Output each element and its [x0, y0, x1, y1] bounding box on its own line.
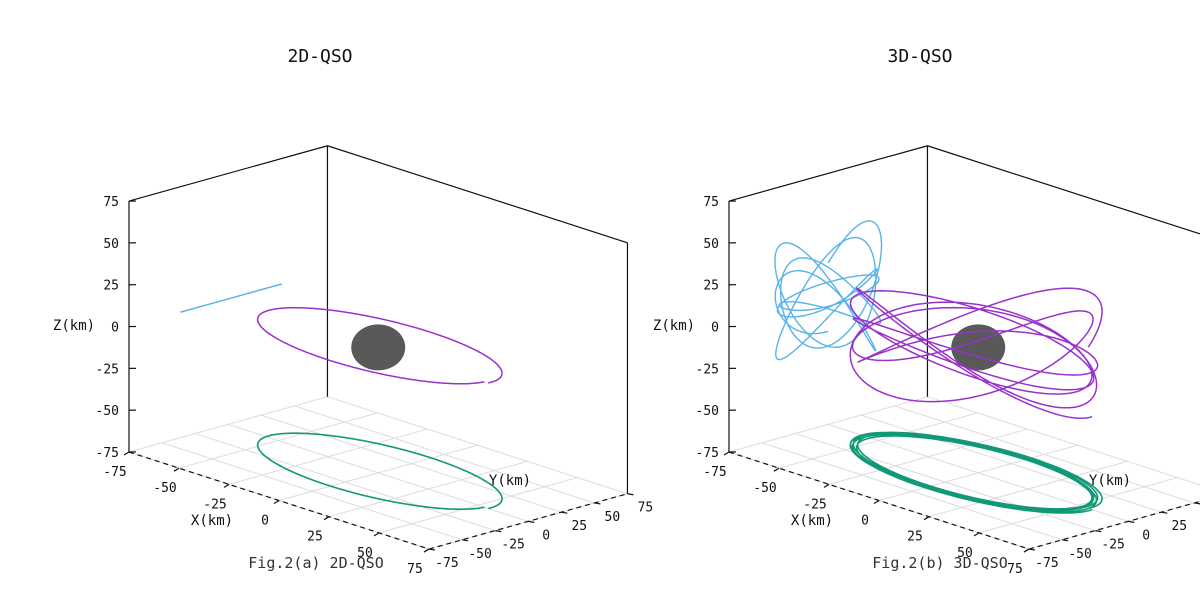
x-tick [273, 500, 280, 505]
yz-projection-line [774, 220, 883, 361]
z-tick-label: -75 [96, 446, 119, 461]
x-tick [1023, 548, 1030, 553]
y-tick [594, 502, 601, 505]
y-tick [1161, 511, 1168, 514]
y-tick-label: -75 [1035, 556, 1058, 571]
grid-line-y [261, 414, 562, 513]
y-tick-label: 25 [1171, 519, 1187, 534]
y-tick [495, 530, 502, 533]
z-tick-label: 75 [103, 195, 119, 210]
z-tick-label: -50 [96, 404, 119, 419]
y-axis-label: Y(km) [1089, 473, 1131, 489]
x-tick [823, 483, 830, 488]
x-tick-label: 0 [861, 514, 869, 529]
y-tick [627, 493, 634, 496]
grid-line-y [294, 405, 595, 504]
y-tick-label: -75 [435, 556, 458, 571]
x-tick-label: 0 [261, 514, 269, 529]
y-tick [1061, 539, 1069, 542]
y-tick [1194, 502, 1200, 505]
y-tick [1095, 530, 1102, 533]
y-tick [1028, 548, 1036, 551]
grid-line-x [328, 460, 528, 518]
x-tick-label: 50 [957, 546, 973, 561]
chart-panel-2: -75 -75 -75 -50 -50 -50 -25 -25 -25 0 0 0 25 25 25 50 50… [653, 46, 1200, 577]
y-tick-label: 0 [1142, 528, 1150, 543]
x-tick [923, 516, 930, 521]
chart-title: 2D-QSO [287, 46, 352, 67]
box-edge [128, 145, 328, 202]
grid-line-y [861, 414, 1162, 513]
x-tick [323, 516, 330, 521]
chart-title: 3D-QSO [887, 46, 952, 67]
z-tick-label: -75 [696, 446, 719, 461]
orbit-line [256, 306, 503, 385]
x-tick [173, 467, 180, 472]
z-tick-label: 0 [111, 321, 119, 336]
x-tick-label: 75 [1007, 562, 1023, 577]
yz-projection-line [180, 283, 283, 313]
x-tick-label: 75 [407, 562, 423, 577]
y-tick-label: 75 [638, 501, 654, 516]
grid-line-y [327, 396, 628, 495]
y-tick [561, 511, 568, 514]
figure-caption: Fig.2(a) 2D-QSO [248, 554, 383, 572]
x-tick [123, 451, 130, 456]
y-tick-label: 25 [571, 519, 587, 534]
z-axis-label: Z(km) [53, 318, 95, 334]
z-tick-label: 25 [103, 279, 119, 294]
z-axis-label: Z(km) [653, 318, 695, 334]
y-tick-label: -25 [501, 538, 524, 553]
x-tick [773, 467, 780, 472]
y-axis-line [428, 493, 628, 550]
x-tick [873, 500, 880, 505]
z-tick-label: 0 [711, 321, 719, 336]
y-tick-label: -25 [1101, 538, 1124, 553]
xy-projection-line [256, 432, 503, 511]
x-tick [223, 483, 230, 488]
x-tick [373, 532, 380, 537]
box-edge [927, 145, 1200, 235]
x-tick [423, 548, 430, 553]
y-tick [1128, 520, 1135, 523]
chart-panel-1: -75 -75 -75 -50 -50 -50 -25 -25 -25 0 0 0 25 25 25 50 50… [53, 46, 653, 577]
grid-line-y [927, 396, 1200, 486]
x-tick-label: 50 [357, 546, 373, 561]
figure-caption: Fig.2(b) 3D-QSO [872, 554, 1007, 572]
orbit-line [849, 287, 1103, 420]
y-axis-label: Y(km) [489, 473, 531, 489]
y-tick-label: -50 [468, 547, 491, 562]
y-tick [528, 520, 535, 523]
x-tick-label: 25 [907, 530, 923, 545]
x-tick [973, 532, 980, 537]
box-edge [728, 145, 928, 202]
x-tick-label: -50 [753, 481, 776, 496]
y-tick-label: 50 [605, 510, 621, 525]
x-tick-label: 25 [307, 530, 323, 545]
x-tick [723, 451, 730, 456]
y-tick [461, 539, 469, 542]
y-tick-label: 0 [542, 528, 550, 543]
z-tick-label: 75 [703, 195, 719, 210]
grid-line-y [894, 405, 1195, 504]
asteroid-body [351, 324, 406, 371]
x-tick-label: -25 [803, 497, 826, 512]
z-tick-label: 25 [703, 279, 719, 294]
z-tick-label: -50 [696, 404, 719, 419]
box-edge [327, 145, 628, 244]
z-tick-label: -25 [696, 362, 719, 377]
y-tick-label: -50 [1068, 547, 1091, 562]
z-tick-label: -25 [96, 362, 119, 377]
x-axis-label: X(km) [191, 513, 233, 529]
x-tick-label: -50 [153, 481, 176, 496]
xy-projection-line [849, 431, 1103, 514]
z-tick-label: 50 [703, 237, 719, 252]
x-tick-label: -75 [103, 465, 126, 480]
x-tick-label: -25 [203, 497, 226, 512]
z-tick-label: 50 [103, 237, 119, 252]
x-tick-label: -75 [703, 465, 726, 480]
x-axis-label: X(km) [791, 513, 833, 529]
y-tick [428, 548, 436, 551]
